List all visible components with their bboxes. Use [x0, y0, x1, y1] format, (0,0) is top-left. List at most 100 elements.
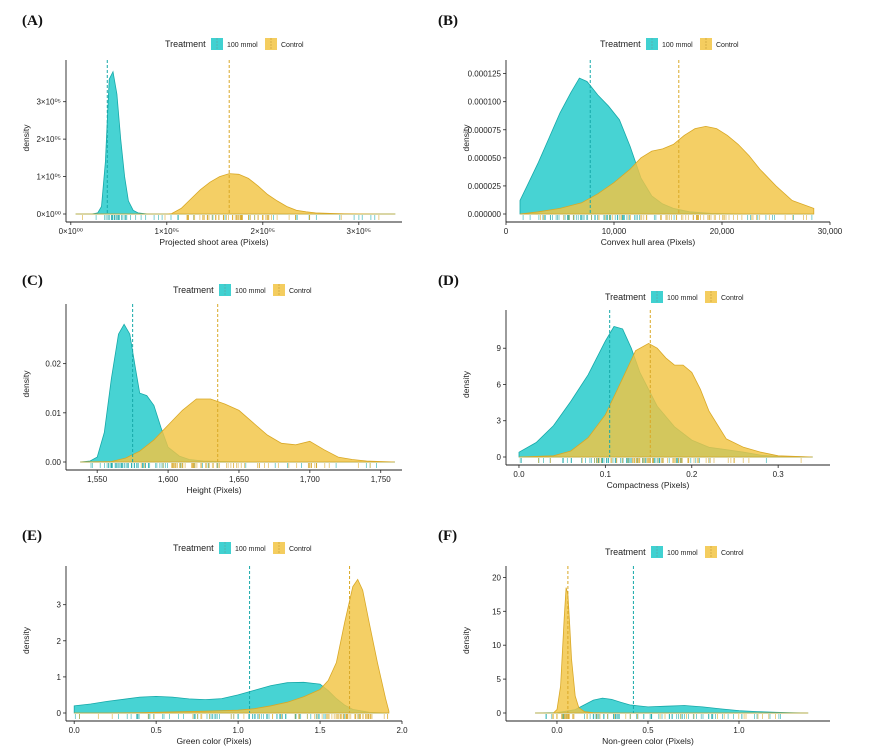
- y-tick-label: 5: [497, 675, 502, 684]
- x-tick-label: 1×10⁰⁵: [155, 227, 180, 236]
- x-tick-label: 0.0: [513, 470, 525, 479]
- x-axis-title: Compactness (Pixels): [607, 480, 690, 490]
- legend: Treatment 100 mmol Control: [605, 546, 744, 558]
- x-tick-label: 0.0: [551, 726, 563, 735]
- rug-marks: [90, 463, 377, 468]
- x-tick-label: 0.5: [642, 726, 654, 735]
- density-area-control: [519, 125, 815, 215]
- legend-label-control: Control: [289, 288, 312, 295]
- y-tick-label: 0.000125: [468, 70, 502, 79]
- panel-label: (B): [438, 13, 458, 29]
- x-tick-label: 1,650: [229, 475, 250, 484]
- x-tick-label: 1,550: [87, 475, 108, 484]
- x-axis-title: Height (Pixels): [186, 485, 241, 495]
- x-tick-label: 2×10⁰⁵: [251, 227, 276, 236]
- x-axis-title: Green color (Pixels): [176, 736, 251, 746]
- y-tick-label: 1: [57, 673, 62, 682]
- y-tick-label: 1×10⁰⁵: [36, 173, 61, 182]
- legend: Treatment 100 mmol Control: [173, 542, 312, 554]
- y-tick-label: 0.000025: [468, 182, 502, 191]
- x-tick-label: 20,000: [710, 227, 735, 236]
- x-tick-label: 0×10⁰⁰: [59, 227, 83, 236]
- y-tick-label: 9: [497, 344, 502, 353]
- y-tick-label: 0: [57, 709, 62, 718]
- y-tick-label: 0: [497, 709, 502, 718]
- x-axis-title: Non-green color (Pixels): [602, 736, 694, 746]
- y-tick-label: 3: [57, 601, 62, 610]
- legend: Treatment 100 mmol Control: [600, 38, 739, 50]
- y-tick-label: 6: [497, 380, 502, 389]
- legend: Treatment 100 mmol Control: [605, 291, 744, 303]
- density-area-control: [74, 578, 390, 714]
- legend-title: Treatment: [165, 39, 206, 49]
- density-area-treated: [535, 697, 809, 714]
- y-tick-label: 3: [497, 417, 502, 426]
- y-axis-title: density: [21, 124, 31, 152]
- density-area-control: [75, 173, 396, 215]
- x-tick-label: 1,600: [158, 475, 179, 484]
- legend-label-treated: 100 mmol: [667, 295, 698, 302]
- panel-label: (E): [22, 528, 42, 544]
- y-tick-label: 0.000050: [468, 154, 502, 163]
- x-tick-label: 1.0: [233, 726, 245, 735]
- legend-title: Treatment: [173, 285, 214, 295]
- legend-label-treated: 100 mmol: [235, 288, 266, 295]
- legend-label-control: Control: [721, 295, 744, 302]
- y-tick-label: 0.000075: [468, 126, 502, 135]
- y-axis-title: density: [461, 626, 471, 654]
- legend-label-treated: 100 mmol: [662, 42, 693, 49]
- legend-label-control: Control: [289, 546, 312, 553]
- x-tick-label: 0.3: [773, 470, 785, 479]
- legend-title: Treatment: [600, 39, 641, 49]
- x-tick-label: 10,000: [602, 227, 627, 236]
- panel-b: (B) Treatment 100 mmol Control 0.000000 0.000…: [438, 13, 843, 247]
- x-tick-label: 1.5: [314, 726, 326, 735]
- panel-a: (A) Treatment 100 mmol Control 0×10⁰⁰ 1×10⁰⁵ 2…: [21, 13, 402, 247]
- y-axis-title: density: [461, 370, 471, 398]
- legend-title: Treatment: [605, 292, 646, 302]
- legend-label-control: Control: [281, 42, 304, 49]
- legend-label-control: Control: [716, 42, 739, 49]
- panel-e: (E) Treatment 100 mmol Control 0 1 2 3 0.0 0.5 1.0…: [21, 528, 408, 746]
- y-tick-label: 0.02: [45, 360, 61, 369]
- y-tick-label: 0.000000: [468, 210, 502, 219]
- x-tick-label: 0.5: [151, 726, 163, 735]
- rug-marks: [545, 714, 781, 719]
- density-area-control: [518, 342, 813, 458]
- panel-label: (F): [438, 528, 457, 544]
- legend-title: Treatment: [173, 543, 214, 553]
- panel-d: (D) Treatment 100 mmol Control 0 3 6 9 0.0 0.1 0.2…: [438, 273, 830, 490]
- y-axis-title: density: [21, 370, 31, 398]
- x-axis-title: Projected shoot area (Pixels): [159, 237, 268, 247]
- x-axis-title: Convex hull area (Pixels): [601, 237, 696, 247]
- x-tick-label: 0.1: [600, 470, 612, 479]
- y-tick-label: 3×10⁰⁵: [36, 98, 61, 107]
- panel-label: (D): [438, 273, 459, 289]
- x-tick-label: 1.0: [733, 726, 745, 735]
- x-tick-label: 3×10⁰⁵: [347, 227, 372, 236]
- rug-marks: [519, 458, 802, 463]
- legend: Treatment 100 mmol Control: [173, 284, 312, 296]
- legend-label-treated: 100 mmol: [227, 42, 258, 49]
- x-tick-label: 1,700: [300, 475, 321, 484]
- density-area-control: [535, 587, 809, 714]
- x-tick-label: 0: [504, 227, 509, 236]
- y-tick-label: 0.000100: [468, 98, 502, 107]
- legend-label-treated: 100 mmol: [667, 550, 698, 557]
- y-tick-label: 2: [57, 637, 62, 646]
- x-tick-label: 2.0: [396, 726, 408, 735]
- density-area-control: [80, 398, 395, 463]
- y-tick-label: 0.01: [45, 409, 61, 418]
- rug-marks: [82, 215, 380, 220]
- panel-label: (A): [22, 13, 43, 29]
- legend: Treatment 100 mmol Control: [165, 38, 304, 50]
- panel-c: (C) Treatment 100 mmol Control 0.00 0.01 0.02 1…: [21, 273, 402, 495]
- x-tick-label: 1,750: [371, 475, 392, 484]
- y-axis-title: density: [461, 124, 471, 152]
- y-tick-label: 0×10⁰⁰: [37, 210, 61, 219]
- y-tick-label: 0: [497, 453, 502, 462]
- panel-label: (C): [22, 273, 43, 289]
- rug-marks: [74, 714, 389, 719]
- y-tick-label: 20: [492, 573, 501, 582]
- y-tick-label: 15: [492, 607, 501, 616]
